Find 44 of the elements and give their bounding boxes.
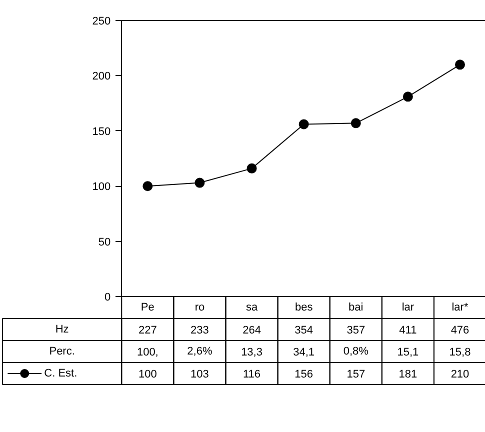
text: 15,1	[397, 346, 419, 358]
x-tick-label: lar*	[452, 302, 469, 314]
x-tick-label: bes	[294, 302, 314, 314]
text: 264	[242, 324, 261, 336]
y-tick-label: 250	[92, 16, 111, 28]
legend-label: C. Est.	[44, 368, 78, 380]
text: 13,3	[241, 346, 262, 358]
point	[194, 178, 205, 188]
text: Hz	[55, 324, 69, 336]
data-label: 100	[138, 368, 157, 380]
point	[350, 118, 361, 128]
point	[298, 119, 309, 130]
text: Perc.	[49, 346, 75, 358]
data-label: 157	[346, 368, 366, 380]
x-tick-label: bai	[348, 302, 364, 314]
x-tick-label: sa	[246, 302, 258, 314]
text: 227	[138, 324, 157, 336]
point	[246, 163, 257, 174]
point	[142, 181, 153, 192]
y-tick-label: 0	[104, 292, 111, 304]
data-label: 181	[398, 368, 418, 380]
text: 0,8%	[343, 346, 369, 358]
x-tick-label: ro	[194, 302, 205, 314]
text: 34,1	[293, 346, 315, 358]
text: 15,8	[449, 346, 471, 358]
data-label: 116	[243, 368, 261, 380]
text: 354	[294, 324, 314, 336]
text: 100,	[136, 346, 158, 358]
text: 357	[346, 324, 366, 336]
y-tick-label: 150	[92, 126, 111, 138]
text: 476	[450, 324, 470, 336]
data-label: 210	[450, 368, 470, 380]
y-tick-label: 200	[92, 70, 111, 83]
data-label: 103	[190, 368, 209, 380]
y-tick-label: 50	[98, 236, 111, 248]
text: 411	[399, 324, 417, 336]
point	[454, 60, 465, 70]
x-tick-label: Pe	[140, 302, 154, 314]
data-label: 156	[294, 368, 314, 380]
point	[402, 92, 413, 102]
x-tick-label: lar	[402, 302, 414, 314]
text: 233	[190, 324, 209, 336]
y-tick-label: 100	[92, 181, 111, 194]
text: 2,6%	[187, 346, 212, 358]
